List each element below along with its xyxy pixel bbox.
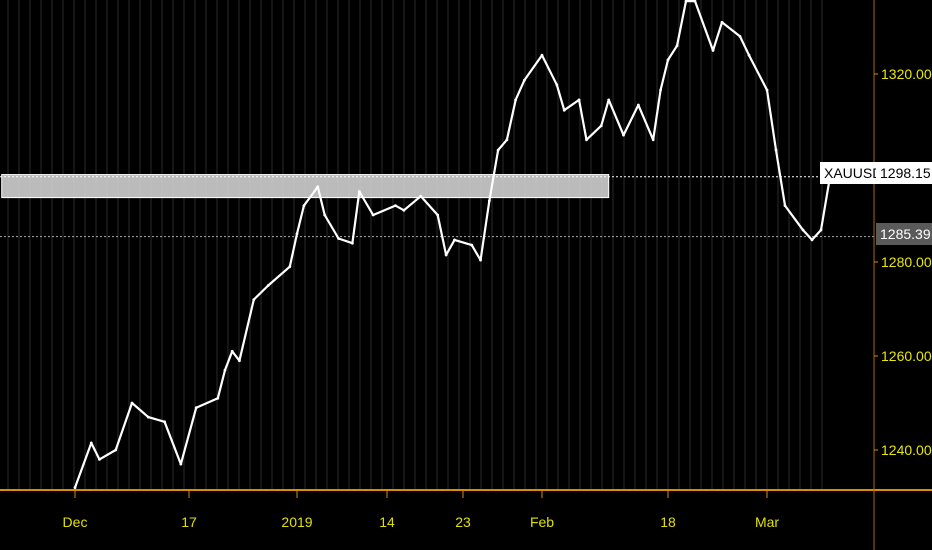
price-point [659, 88, 662, 92]
price-point [402, 208, 406, 212]
price-point [555, 83, 559, 87]
y-axis: 1320.00 1280.00 1260.00 1240.00 [874, 66, 932, 458]
price-point [194, 406, 198, 410]
symbol-label: XAUUSD [820, 162, 887, 184]
price-point [163, 420, 166, 424]
price-point [622, 133, 625, 137]
price-point [599, 124, 603, 128]
price-point [98, 458, 101, 461]
price-point [89, 441, 93, 445]
price-point [540, 53, 544, 57]
price-point [266, 284, 270, 287]
price-point [419, 194, 423, 198]
x-tick-label: Dec [63, 514, 88, 530]
price-point [774, 148, 778, 152]
price-point [371, 213, 375, 217]
price-point [666, 58, 670, 62]
price-point [179, 462, 183, 466]
price-point [651, 138, 655, 142]
price-point [394, 204, 397, 208]
price-point [720, 20, 724, 24]
price-point [130, 401, 134, 405]
y-tick-label: 1280.00 [881, 254, 932, 270]
price-point [444, 253, 448, 257]
current-price-label: 1285.39 [876, 223, 932, 245]
price-point [479, 258, 482, 262]
price-point [323, 213, 327, 217]
x-tick-label: 17 [181, 514, 197, 530]
price-point [693, 0, 697, 3]
price-point [577, 98, 581, 102]
price-point [562, 108, 566, 112]
price-point [684, 0, 688, 3]
price-point [636, 103, 640, 107]
price-point [765, 88, 769, 92]
x-axis: Dec 17 2019 14 23 Feb 18 Mar [63, 491, 779, 530]
price-point [470, 243, 474, 247]
price-point [146, 415, 150, 419]
price-point [316, 185, 320, 189]
price-point [302, 204, 306, 208]
vertical-grid [7, 0, 823, 489]
price-point [810, 238, 814, 242]
price-point [505, 138, 509, 142]
price-point [350, 241, 354, 245]
x-tick-label: Feb [530, 514, 554, 530]
price-point [453, 238, 456, 242]
price-point [230, 349, 234, 353]
price-line [73, 0, 832, 488]
price-series [73, 0, 832, 489]
price-point [585, 138, 588, 142]
price-point [288, 265, 292, 269]
price-point [337, 237, 340, 240]
price-point [496, 148, 500, 152]
price-point [514, 98, 518, 102]
price-point [711, 49, 715, 52]
x-tick-label: 23 [455, 514, 471, 530]
price-point [114, 448, 118, 452]
price-point [523, 78, 526, 82]
resistance-zone [1, 174, 610, 199]
price-point [819, 228, 823, 232]
y-tick-label: 1240.00 [881, 442, 932, 458]
x-tick-label: Mar [755, 514, 779, 530]
price-point [357, 190, 361, 193]
price-point [73, 486, 77, 489]
x-tick-label: 18 [660, 514, 676, 530]
price-point [675, 44, 679, 48]
price-point [252, 298, 256, 301]
price-point [295, 232, 299, 236]
price-point [216, 396, 220, 400]
y-tick-label: 1320.00 [881, 66, 932, 82]
x-tick-label: 2019 [281, 514, 312, 530]
price-point [783, 204, 787, 208]
price-point [238, 359, 241, 363]
y-tick-label: 1260.00 [881, 348, 932, 364]
price-point [747, 53, 751, 57]
price-point [801, 228, 805, 232]
price-point [436, 213, 440, 217]
x-tick-label: 14 [379, 514, 395, 530]
price-point [223, 368, 227, 372]
price-point [738, 35, 742, 38]
price-point [607, 98, 611, 102]
last-price-label: 1298.15 [876, 162, 932, 184]
price-point [487, 199, 491, 203]
